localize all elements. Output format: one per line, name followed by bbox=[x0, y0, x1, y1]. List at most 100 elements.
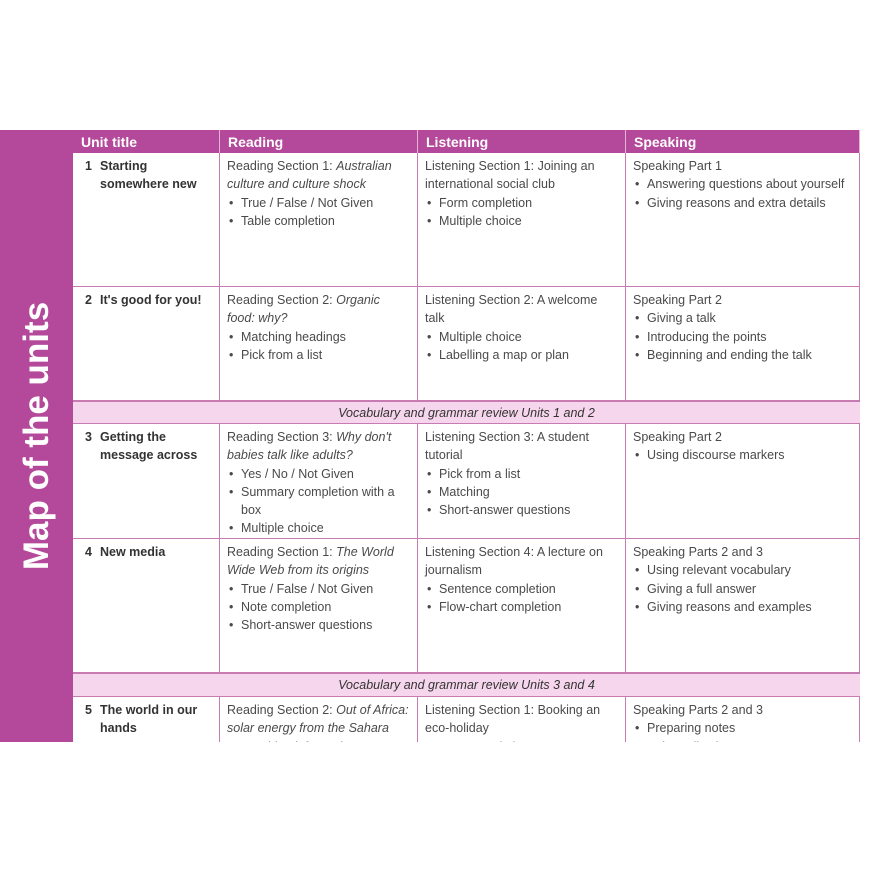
task-item: Note completion bbox=[227, 598, 410, 617]
task-item: Flow-chart completion bbox=[425, 598, 618, 617]
unit-number: 2 bbox=[85, 293, 92, 307]
task-item: Giving reasons and extra details bbox=[633, 194, 852, 213]
task-item: Using discourse markers bbox=[633, 446, 852, 465]
task-item: True / False / Not Given bbox=[227, 580, 410, 599]
section-head: Listening Section 1: Joining an internat… bbox=[425, 157, 618, 194]
section-topic: Australian culture and culture shock bbox=[227, 159, 392, 192]
section-head: Listening Section 1: Booking an eco-holi… bbox=[425, 701, 618, 738]
section-head: Reading Section 2: Organic food: why? bbox=[227, 291, 410, 328]
sidebar-title: Map of the units bbox=[17, 301, 56, 571]
task-item: Using adjectives bbox=[633, 738, 852, 742]
unit-row: 5 The world in our hands Reading Section 2… bbox=[73, 697, 860, 742]
column-header: Speaking bbox=[626, 130, 860, 154]
task-item: Multiple choice bbox=[425, 328, 618, 347]
section-label: Speaking Parts 2 and 3 bbox=[633, 545, 763, 559]
section-label: Reading Section 2: bbox=[227, 703, 333, 717]
task-item: Yes / No / Not Given bbox=[227, 465, 410, 484]
task-item: Matching bbox=[425, 483, 618, 502]
unit-title: It's good for you! bbox=[100, 293, 202, 307]
section-head: Listening Section 3: A student tutorial bbox=[425, 428, 618, 465]
reading-cell: Reading Section 2: Organic food: why?Mat… bbox=[220, 287, 418, 400]
review-row: Vocabulary and grammar review Units 3 an… bbox=[73, 673, 860, 697]
task-item: Multiple choice bbox=[425, 212, 618, 231]
unit-row: 3 Getting the message across Reading Secti… bbox=[73, 424, 860, 539]
task-item: Giving a talk bbox=[633, 309, 852, 328]
task-list: Using relevant vocabularyGiving a full a… bbox=[633, 561, 852, 616]
listening-cell: Listening Section 1: Joining an internat… bbox=[418, 153, 626, 286]
section-label: Listening Section 4: A lecture on journa… bbox=[425, 545, 603, 578]
section-head: Speaking Parts 2 and 3 bbox=[633, 701, 852, 719]
table: Unit title Reading Listening Speaking 1 Start… bbox=[73, 130, 860, 742]
unit-title: New media bbox=[100, 545, 166, 559]
column-header: Listening bbox=[418, 130, 626, 154]
task-item: Matching headings bbox=[227, 328, 410, 347]
review-row: Vocabulary and grammar review Units 1 an… bbox=[73, 401, 860, 424]
task-item: Giving a full answer bbox=[633, 580, 852, 599]
task-list: Answering questions about yourselfGiving… bbox=[633, 175, 852, 212]
section-label: Speaking Part 2 bbox=[633, 293, 722, 307]
unit-cell: 1 Starting somewhere new bbox=[73, 153, 220, 286]
task-list: Pick from a listMatchingShort-answer que… bbox=[425, 465, 618, 520]
task-list: Form completionMultiple choice bbox=[425, 194, 618, 231]
unit-number: 1 bbox=[85, 159, 92, 173]
task-item: Summary completion with a box bbox=[227, 483, 410, 520]
listening-cell: Listening Section 3: A student tutorialP… bbox=[418, 424, 626, 538]
listening-cell: Listening Section 4: A lecture on journa… bbox=[418, 539, 626, 672]
speaking-cell: Speaking Parts 2 and 3 Preparing notesUsi… bbox=[626, 697, 860, 742]
task-list: Note completion bbox=[425, 738, 618, 742]
task-list: Multiple choiceLabelling a map or plan bbox=[425, 328, 618, 365]
speaking-cell: Speaking Part 2 Using discourse markers bbox=[626, 424, 860, 538]
section-label: Reading Section 3: bbox=[227, 430, 333, 444]
section-head: Reading Section 1: The World Wide Web fr… bbox=[227, 543, 410, 580]
section-head: Speaking Parts 2 and 3 bbox=[633, 543, 852, 561]
unit-cell: 3 Getting the message across bbox=[73, 424, 220, 538]
task-item: Preparing notes bbox=[633, 719, 852, 738]
section-topic: Organic food: why? bbox=[227, 293, 380, 326]
section-head: Speaking Part 1 bbox=[633, 157, 852, 175]
section-topic: Why don't babies talk like adults? bbox=[227, 430, 392, 463]
unit-row: 1 Starting somewhere new Reading Section 1… bbox=[73, 153, 860, 287]
section-label: Reading Section 1: bbox=[227, 159, 333, 173]
section-head: Reading Section 2: Out of Africa: solar … bbox=[227, 701, 410, 738]
task-list: Sentence completionFlow-chart completion bbox=[425, 580, 618, 617]
task-item: Using relevant vocabulary bbox=[633, 561, 852, 580]
unit-row: 2 It's good for you! Reading Section 2: Or… bbox=[73, 287, 860, 401]
column-header: Reading bbox=[220, 130, 418, 154]
task-item: Sentence completion bbox=[425, 580, 618, 599]
section-label: Listening Section 2: A welcome talk bbox=[425, 293, 598, 326]
task-item: Table completion bbox=[227, 212, 410, 231]
listening-cell: Listening Section 2: A welcome talkMulti… bbox=[418, 287, 626, 400]
section-topic: Out of Africa: solar energy from the Sah… bbox=[227, 703, 409, 736]
task-list: Giving a talkIntroducing the pointsBegin… bbox=[633, 309, 852, 364]
reading-cell: Reading Section 1: The World Wide Web fr… bbox=[220, 539, 418, 672]
unit-cell: 2 It's good for you! bbox=[73, 287, 220, 400]
task-item: Short-answer questions bbox=[425, 501, 618, 520]
task-item: Beginning and ending the talk bbox=[633, 346, 852, 365]
task-item: Matching information bbox=[227, 738, 410, 742]
task-item: Labelling a map or plan bbox=[425, 346, 618, 365]
reading-cell: Reading Section 1: Australian culture an… bbox=[220, 153, 418, 286]
unit-number: 3 bbox=[85, 430, 92, 444]
speaking-cell: Speaking Part 2 Giving a talkIntroducing … bbox=[626, 287, 860, 400]
task-item: True / False / Not Given bbox=[227, 194, 410, 213]
section-topic: The World Wide Web from its origins bbox=[227, 545, 394, 578]
section-label: Listening Section 1: Joining an internat… bbox=[425, 159, 595, 192]
task-item: Pick from a list bbox=[425, 465, 618, 484]
task-item: Answering questions about yourself bbox=[633, 175, 852, 194]
task-list: Preparing notesUsing adjectives bbox=[633, 719, 852, 742]
section-label: Speaking Part 1 bbox=[633, 159, 722, 173]
unit-row: 4 New media Reading Section 1: The World W… bbox=[73, 539, 860, 673]
section-label: Listening Section 1: Booking an eco-holi… bbox=[425, 703, 601, 736]
task-list: True / False / Not GivenTable completion bbox=[227, 194, 410, 231]
section-head: Reading Section 1: Australian culture an… bbox=[227, 157, 410, 194]
task-item: Introducing the points bbox=[633, 328, 852, 347]
section-label: Speaking Part 2 bbox=[633, 430, 722, 444]
unit-cell: 5 The world in our hands bbox=[73, 697, 220, 742]
section-label: Speaking Parts 2 and 3 bbox=[633, 703, 763, 717]
section-head: Listening Section 4: A lecture on journa… bbox=[425, 543, 618, 580]
section-label: Reading Section 2: bbox=[227, 293, 333, 307]
header-row: Unit title Reading Listening Speaking bbox=[73, 130, 860, 154]
task-item: Form completion bbox=[425, 194, 618, 213]
section-label: Listening Section 3: A student tutorial bbox=[425, 430, 590, 463]
reading-cell: Reading Section 2: Out of Africa: solar … bbox=[220, 697, 418, 742]
